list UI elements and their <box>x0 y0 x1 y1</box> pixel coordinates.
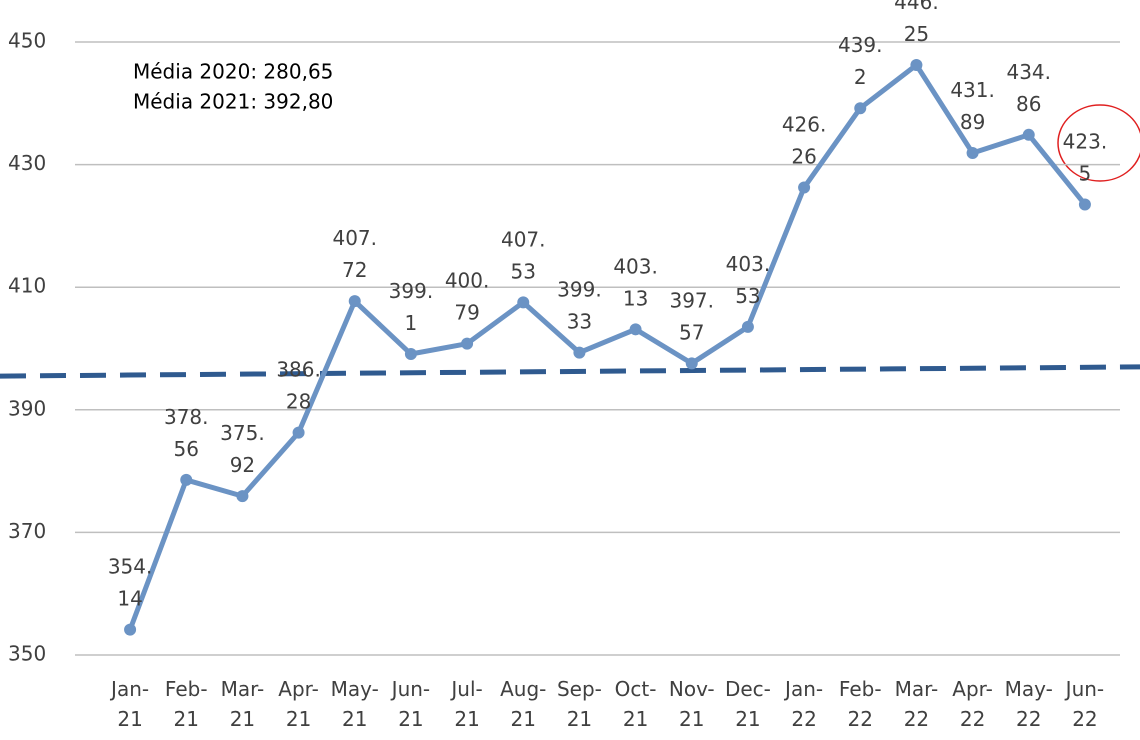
x-tick-label: Jun-21 <box>390 677 430 731</box>
x-tick-label: Jan-22 <box>783 677 823 731</box>
x-tick-label: Jul-21 <box>449 677 482 731</box>
point <box>348 295 361 308</box>
point <box>854 102 867 115</box>
point <box>236 490 249 503</box>
point <box>180 473 193 486</box>
x-tick-label: Aug-21 <box>500 677 546 731</box>
point <box>798 181 811 194</box>
data-label: 397. 57 <box>669 288 714 344</box>
y-tick-label: 350 <box>8 642 46 666</box>
data-label: 403. 13 <box>613 254 658 310</box>
line <box>127 62 1087 631</box>
point <box>741 320 754 333</box>
point <box>124 623 137 636</box>
y-tick-label: 450 <box>8 29 46 53</box>
data-label: 386. 28 <box>276 357 321 413</box>
data-label: 446. 25 <box>894 0 939 45</box>
data-label: 375. 92 <box>220 421 265 477</box>
data-label: 407. 53 <box>501 227 546 283</box>
x-tick-label: Mar-21 <box>221 677 265 731</box>
annotation: Média 2020: 280,65 <box>133 60 333 84</box>
y-tick-label: 390 <box>8 396 46 420</box>
data-label: 431. 89 <box>950 78 995 134</box>
data-label: 423. 5 <box>1063 129 1108 185</box>
point <box>517 296 530 309</box>
highlight-circle <box>1057 104 1140 182</box>
y-tick-label: 430 <box>8 151 46 175</box>
point <box>910 58 923 71</box>
data-label: 407. 72 <box>332 226 377 282</box>
y-tick-label: 370 <box>8 519 46 543</box>
point <box>461 337 474 350</box>
point <box>1078 198 1091 211</box>
x-tick-label: Feb-21 <box>165 677 208 731</box>
x-tick-label: Nov-21 <box>669 677 715 731</box>
data-label: 399. 1 <box>389 279 434 335</box>
data-label: 426. 26 <box>782 112 827 168</box>
data-label: 354. 14 <box>108 554 153 610</box>
x-tick-label: Mar-22 <box>895 677 939 731</box>
x-tick-label: Jun-22 <box>1064 677 1104 731</box>
x-tick-label: Feb-22 <box>839 677 882 731</box>
trend-line <box>0 364 1140 379</box>
x-tick-label: Apr-21 <box>278 677 319 731</box>
data-label: 399. 33 <box>557 277 602 333</box>
annotation: Média 2021: 392,80 <box>133 90 333 114</box>
x-tick-label: May-21 <box>331 677 379 731</box>
y-tick-label: 410 <box>8 274 46 298</box>
data-label: 400. 79 <box>445 268 490 324</box>
data-label: 378. 56 <box>164 404 209 460</box>
point <box>573 346 586 359</box>
point <box>404 348 417 361</box>
data-label: 403. 53 <box>726 251 771 307</box>
data-label: 434. 86 <box>1006 59 1051 115</box>
point <box>966 147 979 160</box>
x-tick-label: Sep-21 <box>557 677 602 731</box>
x-tick-label: Jan-21 <box>109 677 149 731</box>
point <box>1022 128 1035 141</box>
x-tick-label: Apr-22 <box>952 677 993 731</box>
x-tick-label: Dec-21 <box>725 677 771 731</box>
x-tick-label: Oct-21 <box>615 677 657 731</box>
point <box>292 426 305 439</box>
data-label: 439. 2 <box>838 33 883 89</box>
point <box>685 357 698 370</box>
point <box>629 323 642 336</box>
x-tick-label: May-22 <box>1005 677 1053 731</box>
